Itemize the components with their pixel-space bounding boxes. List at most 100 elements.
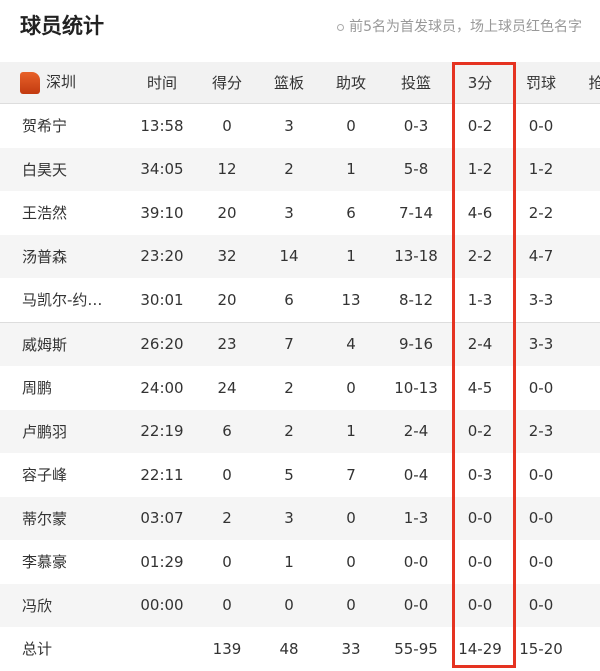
stat-cell: 4-7	[510, 234, 572, 278]
col-ft[interactable]: 罚球	[510, 62, 572, 104]
player-name[interactable]: 李慕豪	[22, 553, 68, 572]
table-row[interactable]: 周鹏 24:00 24 2 0 10-13 4-5 0-0	[0, 366, 600, 410]
table-row[interactable]: 马凯尔-约… 30:01 20 6 13 8-12 1-3 3-3	[0, 278, 600, 322]
stat-cell: 00:00	[128, 583, 196, 627]
table-row[interactable]: 贺希宁 13:58 0 3 0 0-3 0-2 0-0	[0, 104, 600, 148]
stat-cell: 2	[284, 378, 294, 397]
player-name[interactable]: 贺希宁	[22, 117, 68, 136]
table-row[interactable]: 汤普森 23:20 32 14 1 13-18 2-2 4-7	[0, 234, 600, 278]
starter-note: 前5名为首发球员，场上球员红色名字	[337, 16, 582, 36]
stat-cell: 03:07	[128, 496, 196, 540]
totals-row[interactable]: 总计 139 48 33 55-95 14-29 15-20	[0, 627, 600, 671]
stat-cell: 8-12	[398, 290, 434, 309]
stat-cell: 0-0	[450, 583, 510, 627]
player-name[interactable]: 王浩然	[22, 204, 68, 223]
stat-cell	[572, 453, 600, 497]
stat-cell: 7	[258, 321, 320, 366]
player-name[interactable]: 威姆斯	[0, 321, 128, 366]
col-3pt[interactable]: 3分	[450, 62, 510, 104]
stat-cell: 2	[258, 409, 320, 453]
stat-cell: 3-3	[510, 321, 572, 366]
stat-cell: 2-4	[450, 321, 510, 366]
header-row: 深圳 时间 得分 篮板 助攻 投篮 3分 罚球 抢	[0, 62, 600, 104]
stat-cell: 55-95	[394, 639, 438, 658]
stat-cell: 0-0	[450, 496, 510, 540]
stat-cell: 1-2	[510, 147, 572, 191]
player-name[interactable]: 周鹏	[22, 379, 53, 398]
stat-cell: 0-0	[528, 465, 554, 484]
stat-cell	[128, 627, 196, 671]
stat-cell: 0-0	[510, 583, 572, 627]
stat-cell: 1	[320, 234, 382, 278]
stat-cell	[572, 409, 600, 453]
stat-cell: 1-2	[450, 147, 510, 191]
stat-cell: 0-4	[403, 465, 429, 484]
stat-cell: 01:29	[140, 552, 184, 571]
col-rebounds[interactable]: 篮板	[258, 62, 320, 104]
stat-cell: 9-16	[382, 321, 450, 366]
stat-cell: 2	[196, 496, 258, 540]
stat-cell: 3	[284, 116, 294, 135]
stat-cell: 1	[320, 409, 382, 453]
stat-cell: 3-3	[528, 290, 554, 309]
table-row[interactable]: 冯欣 00:00 0 0 0 0-0 0-0 0-0	[0, 583, 600, 627]
stat-cell: 0-0	[510, 496, 572, 540]
stat-cell: 0-0	[403, 552, 429, 571]
player-name[interactable]: 总计	[22, 640, 53, 659]
stat-cell: 13:58	[140, 116, 184, 135]
stat-cell: 2-3	[510, 409, 572, 453]
player-name[interactable]: 卢鹏羽	[0, 409, 128, 453]
stat-cell	[572, 234, 600, 278]
player-name[interactable]: 蒂尔蒙	[0, 496, 128, 540]
stat-cell: 2-4	[382, 409, 450, 453]
stat-cell: 1	[284, 552, 294, 571]
stat-cell: 0	[346, 116, 356, 135]
player-name[interactable]: 冯欣	[0, 583, 128, 627]
stat-cell: 0	[320, 583, 382, 627]
stat-cell: 13-18	[382, 234, 450, 278]
player-name[interactable]: 马凯尔-约…	[22, 291, 103, 310]
table-row[interactable]: 李慕豪 01:29 0 1 0 0-0 0-0 0-0	[0, 540, 600, 584]
col-time[interactable]: 时间	[128, 62, 196, 104]
col-points[interactable]: 得分	[196, 62, 258, 104]
stat-cell: 20	[217, 290, 237, 309]
stat-cell: 0-0	[528, 552, 554, 571]
player-name[interactable]: 白昊天	[0, 147, 128, 191]
stat-cell	[572, 496, 600, 540]
stat-cell: 26:20	[128, 321, 196, 366]
stat-cell	[572, 583, 600, 627]
table-row[interactable]: 王浩然 39:10 20 3 6 7-14 4-6 2-2	[0, 191, 600, 235]
stat-cell: 0	[196, 583, 258, 627]
stat-cell: 15-20	[519, 639, 563, 658]
player-name[interactable]: 容子峰	[22, 466, 68, 485]
col-fg[interactable]: 投篮	[382, 62, 450, 104]
stat-cell: 0	[222, 116, 232, 135]
team-logo-icon	[20, 71, 40, 94]
col-steals[interactable]: 抢	[572, 62, 600, 104]
stat-cell: 1	[320, 147, 382, 191]
stat-cell	[572, 104, 600, 148]
col-assists[interactable]: 助攻	[320, 62, 382, 104]
stat-cell: 23	[196, 321, 258, 366]
stat-cell: 0	[320, 496, 382, 540]
stat-cell: 14	[258, 234, 320, 278]
stat-cell: 7	[346, 465, 356, 484]
stat-cell: 5-8	[382, 147, 450, 191]
table-row[interactable]: 卢鹏羽 22:19 6 2 1 2-4 0-2 2-3	[0, 409, 600, 453]
table-row[interactable]: 白昊天 34:05 12 2 1 5-8 1-2 1-2	[0, 147, 600, 191]
table-row[interactable]: 蒂尔蒙 03:07 2 3 0 1-3 0-0 0-0	[0, 496, 600, 540]
stat-cell: 6	[284, 290, 294, 309]
stat-cell: 0-3	[403, 116, 429, 135]
stat-cell: 0-0	[528, 378, 554, 397]
note-dot-icon	[337, 23, 345, 31]
stat-cell: 2-2	[450, 234, 510, 278]
stat-cell: 24:00	[140, 378, 184, 397]
page-title: 球员统计	[20, 14, 104, 38]
stat-cell: 14-29	[458, 639, 502, 658]
table-row[interactable]: 容子峰 22:11 0 5 7 0-4 0-3 0-0	[0, 453, 600, 497]
stat-cell	[572, 627, 600, 671]
table-row[interactable]: 威姆斯 26:20 23 7 4 9-16 2-4 3-3	[0, 321, 600, 366]
player-name[interactable]: 汤普森	[0, 234, 128, 278]
stat-cell: 1-3	[467, 290, 493, 309]
stat-cell: 34:05	[128, 147, 196, 191]
